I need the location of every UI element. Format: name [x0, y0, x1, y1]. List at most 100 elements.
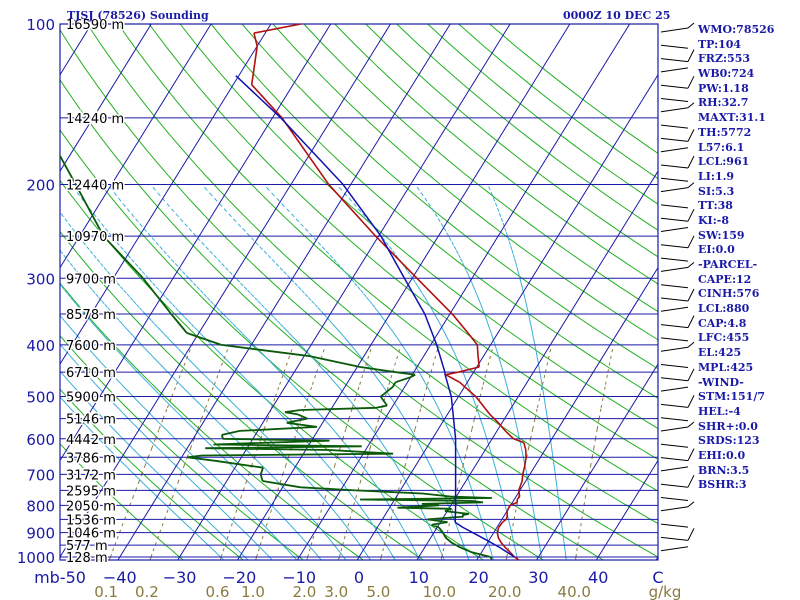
index-row: MPL:425 — [698, 360, 754, 374]
height-label: 577 m — [66, 539, 108, 554]
index-row: -WIND- — [698, 375, 744, 389]
pressure-tick-label: 700 — [26, 466, 55, 484]
index-row: LCL:880 — [698, 302, 750, 316]
mixing-ratio-label: 0.1 — [94, 583, 118, 600]
wind-barb-staff — [660, 284, 689, 289]
height-label: 128 m — [66, 551, 108, 566]
index-row: STM:151/7 — [698, 390, 765, 404]
wind-barb-flag — [687, 288, 695, 302]
index-row: WB0:724 — [698, 67, 755, 81]
mixing-ratio-label: 20.0 — [488, 583, 521, 600]
isotherm — [237, 23, 571, 561]
mixing-ratio-line — [380, 344, 440, 561]
height-label: 4442 m — [66, 433, 116, 448]
wind-barb — [660, 337, 689, 342]
pressure-tick-label: 300 — [26, 270, 55, 288]
wind-barb-flag — [687, 182, 695, 188]
wind-barb — [660, 177, 689, 182]
index-row: LFC:455 — [698, 331, 750, 345]
wind-barb-staff — [660, 306, 689, 312]
height-label: 2050 m — [66, 499, 116, 514]
height-label: 7600 m — [66, 339, 116, 354]
wind-barb-staff — [660, 44, 689, 49]
dry-adiabat — [86, 23, 659, 525]
chart-time: 0000Z 10 DEC 25 — [563, 9, 671, 22]
indices-panel: WMO:78526 TP:104 FRZ:553 WB0:724 PW:1.18 RH:3… — [698, 23, 798, 493]
temperature-tick-label: −20 — [223, 568, 257, 587]
dry-adiabat — [272, 23, 659, 341]
wind-barb-staff — [660, 497, 689, 501]
wind-barb-staff — [660, 506, 689, 512]
index-row: SI:5.3 — [698, 184, 735, 198]
height-label: 1046 m — [66, 527, 116, 542]
isotherm — [59, 23, 152, 172]
dry-adiabat — [489, 23, 659, 154]
wind-barb-flag — [687, 155, 695, 169]
temperature-tick-label: −30 — [163, 568, 197, 587]
wind-barb — [660, 497, 689, 501]
wind-barb-flag — [687, 262, 695, 268]
wind-barb-staff — [660, 466, 689, 472]
wind-barb-staff — [660, 67, 689, 73]
index-row: EHI:0.0 — [698, 448, 746, 462]
dry-adiabat — [303, 23, 659, 313]
wind-barb — [660, 208, 695, 222]
height-label: 16590 m — [66, 18, 124, 33]
height-label: 14240 m — [66, 112, 124, 127]
isotherm — [476, 267, 659, 561]
wind-barb-flag — [687, 75, 695, 89]
index-row: -PARCEL- — [698, 258, 758, 271]
wind-barb-flag — [687, 501, 695, 508]
index-row: RH:32.7 — [698, 96, 749, 110]
index-row: SRDS:123 — [698, 434, 760, 448]
dry-adiabat — [365, 23, 659, 258]
wind-barb — [660, 315, 695, 329]
index-row: FRZ:553 — [698, 52, 751, 66]
wind-barb-staff — [660, 426, 689, 432]
pressure-tick-label: 100 — [26, 16, 55, 34]
wind-barb — [660, 49, 695, 63]
pressure-tick-label: 600 — [26, 431, 55, 449]
isotherm — [296, 23, 631, 561]
height-label: 3172 m — [66, 468, 116, 483]
dry-adiabat — [458, 23, 659, 180]
isotherm — [356, 74, 659, 561]
index-row: WMO:78526 — [698, 23, 775, 36]
pressure-tick-label: 400 — [26, 337, 55, 355]
dry-adiabat — [241, 23, 659, 370]
mixing-ratio-line — [440, 344, 494, 561]
temperature-tick-label: 30 — [528, 568, 548, 587]
wind-barb-staff — [660, 84, 689, 89]
pressure-tick-label: 1000 — [17, 549, 55, 567]
wind-barb — [660, 364, 689, 368]
wind-barb-staff — [660, 227, 689, 232]
isotherm — [595, 460, 659, 561]
wind-barb-staff — [660, 164, 689, 169]
wind-barb-staff — [660, 244, 689, 249]
height-label: 8578 m — [66, 308, 116, 323]
wind-barb — [660, 124, 689, 129]
wind-barb — [660, 67, 689, 73]
isotherm — [177, 23, 511, 561]
index-row: TP:104 — [698, 37, 742, 51]
index-row: EI:0.0 — [698, 243, 735, 257]
wind-barb-staff — [660, 443, 689, 448]
wind-barb-staff — [660, 124, 689, 129]
parcel-line — [235, 75, 515, 558]
wind-barb — [660, 501, 695, 512]
temperature-tick-label: −40 — [103, 568, 137, 587]
isotherm — [536, 363, 659, 561]
index-row: BSHR:3 — [698, 478, 747, 492]
wind-barb — [660, 98, 689, 102]
index-row: LI:1.9 — [698, 169, 735, 183]
height-label: 1536 m — [66, 513, 116, 528]
chart-title: TJSJ (78526) Sounding — [67, 9, 209, 22]
index-row: HEL:-4 — [698, 404, 741, 418]
pressure-tick-label: 800 — [26, 497, 55, 515]
wind-barb — [660, 262, 695, 272]
wind-barb-staff — [660, 297, 689, 302]
wind-barb-flag — [687, 22, 695, 29]
wind-barb — [660, 129, 695, 142]
wind-barb — [660, 474, 695, 488]
dry-adiabat — [59, 29, 659, 558]
